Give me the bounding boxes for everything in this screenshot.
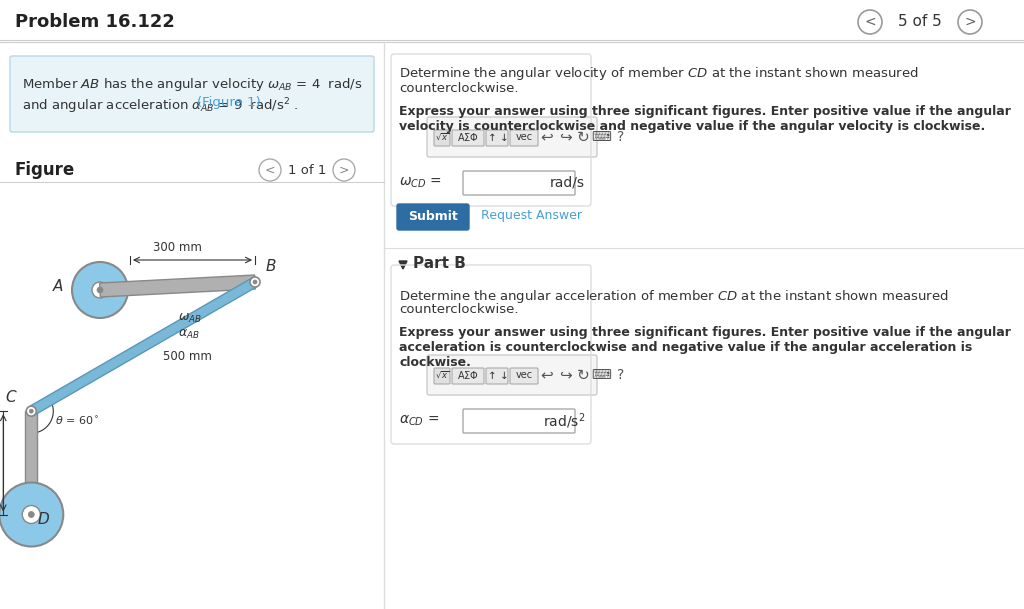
Text: Figure: Figure [15, 161, 75, 179]
Text: and angular acceleration $\alpha_{AB}$ = 9  rad/s$^2$ .: and angular acceleration $\alpha_{AB}$ =… [22, 96, 300, 116]
Text: 5 of 5: 5 of 5 [898, 15, 942, 29]
Text: acceleration is counterclockwise and negative value if the angular acceleration : acceleration is counterclockwise and neg… [399, 341, 972, 354]
Text: counterclockwise.: counterclockwise. [399, 82, 518, 95]
Text: >: > [339, 163, 349, 177]
Text: A$\Sigma\Phi$: A$\Sigma\Phi$ [457, 131, 479, 143]
Text: Determine the angular acceleration of member $CD$ at the instant shown measured: Determine the angular acceleration of me… [399, 288, 948, 305]
Text: $\sqrt{x}$: $\sqrt{x}$ [435, 370, 450, 381]
FancyBboxPatch shape [486, 368, 508, 384]
Circle shape [29, 512, 34, 518]
Text: <: < [265, 163, 275, 177]
Text: $A$: $A$ [52, 278, 63, 294]
FancyBboxPatch shape [427, 117, 597, 157]
FancyBboxPatch shape [510, 130, 538, 146]
Text: (Figure 1): (Figure 1) [197, 96, 261, 109]
Text: ?: ? [617, 368, 625, 382]
Text: ↪: ↪ [559, 130, 571, 144]
FancyBboxPatch shape [452, 368, 484, 384]
Text: $\omega_{AB}$: $\omega_{AB}$ [177, 311, 202, 325]
Circle shape [97, 287, 103, 293]
Text: Part B: Part B [413, 256, 466, 272]
FancyBboxPatch shape [10, 56, 374, 132]
Circle shape [92, 282, 108, 298]
Text: Submit: Submit [409, 209, 458, 222]
Text: ↻: ↻ [577, 367, 590, 382]
Text: >: > [965, 15, 976, 29]
Circle shape [30, 409, 33, 413]
Text: $B$: $B$ [265, 258, 276, 274]
FancyBboxPatch shape [427, 355, 597, 395]
Text: $C$: $C$ [5, 389, 17, 405]
Text: Member $AB$ has the angular velocity $\omega_{AB}$ = 4  rad/s: Member $AB$ has the angular velocity $\o… [22, 76, 362, 93]
Text: ⌨: ⌨ [591, 368, 611, 382]
Circle shape [253, 280, 257, 284]
Text: ↻: ↻ [577, 130, 590, 144]
Text: $\alpha_{CD}$ =: $\alpha_{CD}$ = [399, 414, 439, 428]
Text: ↩: ↩ [541, 130, 553, 144]
FancyBboxPatch shape [463, 409, 575, 433]
Text: Determine the angular velocity of member $CD$ at the instant shown measured: Determine the angular velocity of member… [399, 65, 919, 82]
Circle shape [250, 277, 260, 287]
Text: velocity is counterclockwise and negative value if the angular velocity is clock: velocity is counterclockwise and negativ… [399, 120, 985, 133]
FancyBboxPatch shape [397, 204, 469, 230]
Text: ↩: ↩ [541, 367, 553, 382]
Text: $\theta$ = 60$^\circ$: $\theta$ = 60$^\circ$ [55, 415, 100, 427]
Text: Express your answer using three significant figures. Enter positive value if the: Express your answer using three signific… [399, 105, 1011, 118]
Circle shape [0, 482, 63, 546]
Text: $\uparrow\downarrow$: $\uparrow\downarrow$ [485, 370, 509, 381]
Text: counterclockwise.: counterclockwise. [399, 303, 518, 316]
Text: $\alpha_{AB}$: $\alpha_{AB}$ [177, 328, 200, 340]
Text: A$\Sigma\Phi$: A$\Sigma\Phi$ [457, 369, 479, 381]
FancyBboxPatch shape [452, 130, 484, 146]
Text: ↪: ↪ [559, 367, 571, 382]
Text: Request Answer: Request Answer [481, 209, 582, 222]
Text: $\uparrow\downarrow$: $\uparrow\downarrow$ [485, 132, 509, 143]
Text: Problem 16.122: Problem 16.122 [15, 13, 175, 31]
Text: rad/s: rad/s [550, 176, 585, 190]
Text: rad/s$^2$: rad/s$^2$ [543, 411, 585, 431]
FancyBboxPatch shape [463, 171, 575, 195]
Circle shape [27, 406, 36, 416]
Text: <: < [864, 15, 876, 29]
Text: ?: ? [617, 130, 625, 144]
Text: vec: vec [515, 370, 532, 380]
Text: $\omega_{CD}$ =: $\omega_{CD}$ = [399, 176, 441, 190]
Text: 300 mm: 300 mm [153, 241, 202, 254]
Text: $D$: $D$ [37, 512, 50, 527]
FancyBboxPatch shape [486, 130, 508, 146]
FancyBboxPatch shape [510, 368, 538, 384]
Text: clockwise.: clockwise. [399, 356, 471, 369]
Text: $\sqrt{x}$: $\sqrt{x}$ [435, 132, 450, 143]
FancyBboxPatch shape [434, 130, 450, 146]
FancyBboxPatch shape [434, 368, 450, 384]
Text: vec: vec [515, 132, 532, 142]
Text: 1 of 1: 1 of 1 [288, 163, 327, 177]
Polygon shape [29, 278, 257, 415]
Circle shape [23, 505, 40, 524]
Polygon shape [99, 275, 255, 297]
Polygon shape [26, 411, 37, 499]
Text: ⌨: ⌨ [591, 130, 611, 144]
Text: 500 mm: 500 mm [163, 350, 212, 363]
Circle shape [72, 262, 128, 318]
Polygon shape [399, 261, 407, 269]
Text: Express your answer using three significant figures. Enter positive value if the: Express your answer using three signific… [399, 326, 1011, 339]
